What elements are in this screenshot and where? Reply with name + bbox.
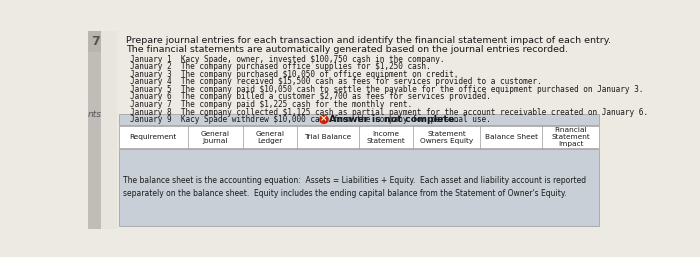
Text: Balance Sheet: Balance Sheet	[484, 134, 538, 140]
Text: January 5  The company paid $10,050 cash to settle the payable for the office eq: January 5 The company paid $10,050 cash …	[130, 85, 643, 94]
Bar	[118, 149, 599, 226]
Text: January 2  The company purchased office supplies for $1,250 cash.: January 2 The company purchased office s…	[130, 62, 430, 71]
Text: Answer is not complete.: Answer is not complete.	[329, 115, 458, 124]
Text: General
Ledger: General Ledger	[255, 131, 284, 144]
Text: Trial Balance: Trial Balance	[304, 134, 351, 140]
Text: Income
Statement: Income Statement	[367, 131, 405, 144]
Text: The balance sheet is the accounting equation:  Assets = Liabilities + Equity.  E: The balance sheet is the accounting equa…	[123, 176, 587, 198]
Bar	[88, 31, 117, 52]
Text: General
Journal: General Journal	[201, 131, 230, 144]
Bar	[102, 31, 117, 229]
Text: January 3  The company purchased $10,050 of office equipment on credit.: January 3 The company purchased $10,050 …	[130, 70, 458, 79]
Text: 7: 7	[91, 35, 99, 48]
Text: nts: nts	[88, 110, 102, 119]
Text: January 1  Kacy Spade, owner, invested $100,750 cash in the company.: January 1 Kacy Spade, owner, invested $1…	[130, 55, 444, 64]
Text: The financial statements are automatically generated based on the journal entrie: The financial statements are automatical…	[126, 45, 568, 54]
Text: Requirement: Requirement	[130, 134, 177, 140]
Text: January 9  Kacy Spade withdrew $10,000 cash from the company for personal use.: January 9 Kacy Spade withdrew $10,000 ca…	[130, 115, 491, 124]
Bar	[118, 126, 599, 148]
Bar	[118, 114, 599, 125]
Text: ×: ×	[320, 115, 328, 124]
Text: Prepare journal entries for each transaction and identify the financial statemen: Prepare journal entries for each transac…	[126, 36, 611, 45]
Text: January 6  The company billed a customer $2,700 as fees for services provided.: January 6 The company billed a customer …	[130, 93, 491, 102]
Text: Statement
Owners Equity: Statement Owners Equity	[420, 131, 473, 144]
Text: January 4  The company received $15,500 cash as fees for services provided to a : January 4 The company received $15,500 c…	[130, 77, 542, 86]
Bar	[88, 31, 102, 229]
Text: January 8  The company collected $1,125 cash as partial payment for the account : January 8 The company collected $1,125 c…	[130, 107, 648, 116]
Circle shape	[320, 115, 328, 123]
Text: January 7  The company paid $1,225 cash for the monthly rent.: January 7 The company paid $1,225 cash f…	[130, 100, 412, 109]
Text: Financial
Statement
Impact: Financial Statement Impact	[551, 127, 590, 147]
